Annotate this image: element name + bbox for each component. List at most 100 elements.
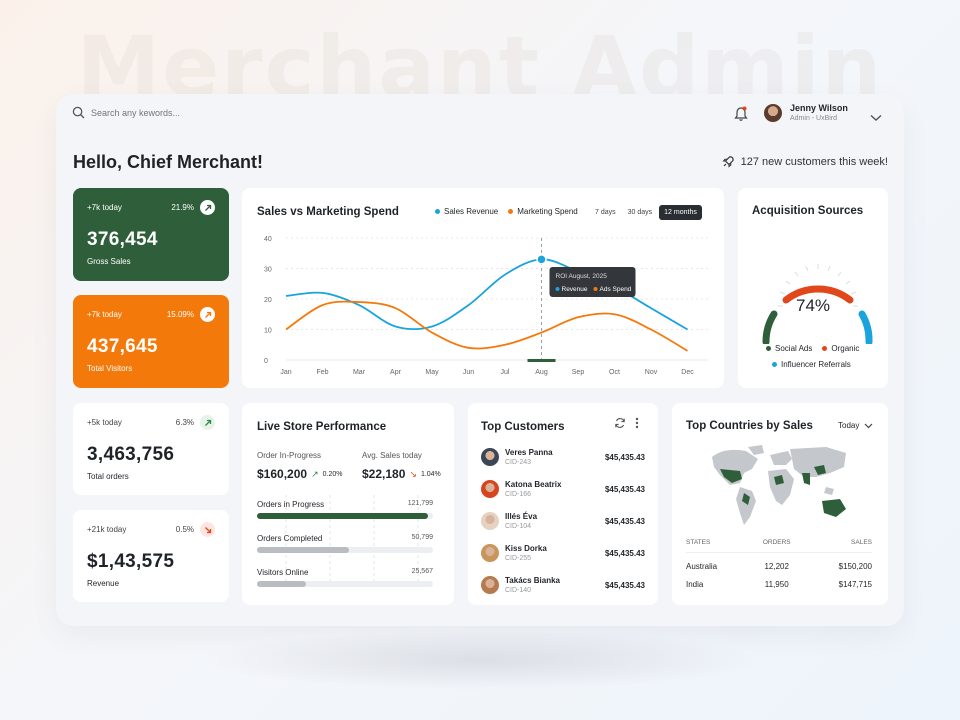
list-item[interactable]: Katona Beatrix CID-166 $45,435.43 [481, 473, 645, 505]
customer-amount: $45,435.43 [604, 516, 645, 526]
customers-title: Top Customers [481, 421, 565, 433]
kpi-revenue[interactable]: +21k today 0.5% $1,43,575 Revenue [73, 510, 229, 602]
customer-amount: $45,435.43 [604, 452, 645, 462]
tab-7-days[interactable]: 7 days [595, 209, 616, 216]
user-profile[interactable]: Jenny Wilson Admin - UxBird [764, 103, 848, 122]
acquisition-title: Acquisition Sources [752, 205, 864, 217]
country-name: India [686, 580, 704, 589]
country-orders: 12,202 [764, 562, 789, 571]
kpi-label: Total Visitors [87, 364, 133, 373]
new-customers-banner: 127 new customers this week! [721, 155, 888, 169]
arrow-down-right-icon [200, 522, 215, 537]
frame-shadow [200, 630, 760, 690]
tab-30-days[interactable]: 30 days [627, 209, 653, 216]
x-tick-label: Jul [501, 369, 510, 376]
performance-card: Live Store Performance Order In-Progress… [242, 403, 454, 605]
avatar [764, 103, 782, 122]
customer-amount: $45,435.43 [604, 548, 645, 558]
kpi-percent: 15.09% [166, 310, 194, 319]
x-tick-label: Mar [353, 369, 366, 376]
world-map [712, 445, 846, 525]
performance-title: Live Store Performance [257, 421, 387, 433]
arrow-down-right-icon: ↘ [409, 468, 417, 479]
progress-value: 121,799 [407, 500, 433, 507]
kpi-total-visitors[interactable]: +7k today 15.09% 437,645 Total Visitors [73, 295, 229, 388]
country-sales: $147,715 [838, 580, 872, 589]
bell-icon [734, 106, 748, 121]
x-tick-label: Oct [609, 369, 620, 376]
customer-id: CID-255 [505, 555, 532, 562]
legend-marketing-spend: Marketing Spend [508, 207, 578, 216]
list-item[interactable]: Takács Bianka CID-140 $45,435.43 [481, 569, 645, 601]
chart-title: Sales vs Marketing Spend [257, 206, 399, 218]
progress-label: Orders Completed [257, 534, 323, 543]
kpi-today: +5k today [87, 418, 122, 427]
user-role: Admin - UxBird [790, 115, 838, 122]
highlight-point [536, 254, 547, 265]
acquisition-value: 74% [795, 296, 831, 315]
search-input[interactable] [91, 107, 271, 118]
tooltip-dot [555, 287, 560, 291]
tooltip-item: Revenue [562, 286, 588, 293]
table-row[interactable]: India 11,950 $147,715 [686, 571, 872, 589]
customer-id: CID-166 [505, 491, 532, 498]
kpi-percent: 21.9% [171, 203, 194, 212]
progress-track [257, 581, 433, 587]
avatar [481, 448, 499, 466]
arrow-up-right-icon [200, 307, 215, 322]
avatar [481, 512, 499, 530]
kpi-value: 3,463,756 [87, 444, 175, 465]
more-icon[interactable] [635, 417, 639, 429]
avg-sales-value: $22,180 [362, 467, 406, 481]
search-box[interactable] [72, 106, 271, 119]
x-tick-label: Feb [316, 369, 328, 376]
chart-tooltip [549, 267, 636, 297]
customer-id: CID-243 [505, 459, 532, 466]
legend-organic: Organic [822, 344, 859, 353]
customer-amount: $45,435.43 [604, 580, 645, 590]
x-tick-label: Apr [390, 369, 402, 376]
avatar [481, 576, 499, 594]
period-label: Today [838, 421, 860, 430]
arrow-up-right-icon [200, 200, 215, 215]
refresh-icon[interactable] [614, 417, 626, 429]
customer-id: CID-140 [505, 587, 532, 594]
new-customers-text: 127 new customers this week! [740, 156, 888, 168]
period-select[interactable]: Today [838, 421, 873, 430]
list-item[interactable]: Illés Éva CID-104 $45,435.43 [481, 505, 645, 537]
customers-card: Top Customers Veres Panna CID-243 $45,435.… [468, 403, 658, 605]
avatar [481, 480, 499, 498]
rocket-icon [722, 156, 734, 168]
avg-sales-label: Avg. Sales today [362, 451, 422, 460]
tooltip-item: Ads Spend [600, 286, 632, 293]
kpi-percent: 6.3% [175, 418, 194, 427]
progress-fill [257, 581, 307, 587]
x-tick-label: Dec [681, 369, 694, 376]
arrow-up-right-icon: ↗ [311, 468, 319, 479]
progress-fill [257, 547, 349, 553]
kpi-value: $1,43,575 [87, 551, 175, 572]
table-row[interactable]: Australia 12,202 $150,200 [686, 553, 872, 571]
customer-name: Illés Éva [505, 512, 538, 521]
legend-sales-revenue: Sales Revenue [435, 207, 498, 216]
list-item[interactable]: Veres Panna CID-243 $45,435.43 [481, 441, 645, 473]
notification-button[interactable] [734, 106, 748, 127]
customer-name: Takács Bianka [505, 576, 560, 585]
legend-influencer: Influencer Referrals [772, 360, 851, 369]
user-menu-toggle[interactable] [870, 109, 882, 127]
kpi-label: Gross Sales [87, 257, 131, 266]
dashboard-frame: Jenny Wilson Admin - UxBird Hello, Chief… [56, 94, 904, 626]
customer-name: Katona Beatrix [505, 480, 562, 489]
series-line-marketing-spend [285, 300, 688, 352]
kpi-total-orders[interactable]: +5k today 6.3% 3,463,756 Total orders [73, 403, 229, 495]
in-progress-label: Order In-Progress [257, 451, 322, 460]
acquisition-gauge [762, 264, 873, 344]
country-orders: 11,950 [764, 580, 789, 589]
list-item[interactable]: Kiss Dorka CID-255 $45,435.43 [481, 537, 645, 569]
kpi-label: Total orders [87, 472, 129, 481]
tab-12-months[interactable]: 12 months [659, 205, 702, 220]
col-states: STATES [686, 539, 749, 553]
progress-track [257, 547, 433, 553]
kpi-gross-sales[interactable]: +7k today 21.9% 376,454 Gross Sales [73, 188, 229, 281]
progress-fill [257, 513, 428, 519]
